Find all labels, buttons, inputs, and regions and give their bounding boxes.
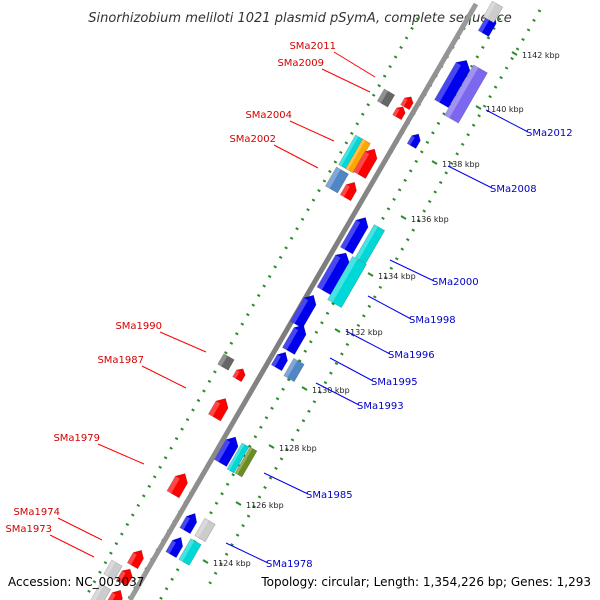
gene-block [340,217,369,255]
callout-line [225,542,269,564]
tick-mark [475,105,482,110]
gene-label-reverse: SMa1998 [409,315,456,326]
tick-mark [367,272,374,277]
callout-line [345,330,391,355]
gene-block [126,549,144,570]
dotted-guide-inner-right [158,17,502,600]
callout-line [389,259,435,282]
tick-mark [268,444,275,449]
dotted-guide-outer-left [82,17,420,600]
gene-block [270,351,288,372]
gene-label-reverse: SMa1985 [306,490,353,501]
gene-block [165,536,184,559]
gene-label-forward: SMa1979 [53,433,100,444]
callout-line [263,472,309,495]
gene-block [226,442,250,474]
callout-line [273,144,319,169]
callout-line [367,295,412,320]
gene-label-forward: SMa1974 [13,507,60,518]
gene-block [434,60,471,109]
gene-label-reverse: SMa2008 [490,184,537,195]
gene-block [482,0,504,24]
gene-label-reverse: SMa2000 [432,277,479,288]
gene-blocks [88,0,504,600]
gene-labels: SMa2011 SMa2009 SMa2004 SMa2002 SMa1990 SMa19… [5,41,572,570]
gene-label-forward: SMa2002 [229,134,276,145]
gene-label-forward: SMa1990 [115,321,162,332]
gene-label-reverse: SMa1995 [371,377,418,388]
gene-block [103,559,123,581]
gene-block [345,138,371,174]
callout-line [141,365,187,389]
gene-block [217,353,235,371]
tick-label: 1132 kbp [345,328,383,337]
gene-block [406,133,421,149]
gene-block [327,255,367,309]
gene-block [282,324,307,355]
tick-mark [334,328,341,333]
gene-label-forward: SMa1987 [97,355,144,366]
callout-line [333,51,376,78]
tick-mark [301,386,308,391]
gene-block [234,446,258,478]
dotted-guide-outer-right [204,9,542,591]
tick-mark [235,501,242,506]
gene-block [214,436,239,467]
gene-block [376,88,396,108]
gene-block [353,148,378,179]
callout-line [447,165,493,189]
callout-line [315,382,360,406]
callout-line [97,443,145,465]
tick-label: 1140 kbp [486,105,524,114]
tick-mark [400,215,407,220]
tick-label: 1124 kbp [213,559,251,568]
gene-block [325,166,349,194]
gene-block [232,368,246,383]
tick-label: 1128 kbp [279,444,317,453]
gene-block [283,357,305,383]
gene-label-forward: SMa2004 [245,110,292,121]
tick-label: 1138 kbp [442,160,480,169]
gene-block [179,512,198,535]
tick-mark [511,51,518,56]
callout-line [57,517,103,541]
gene-block [166,473,188,499]
gene-block [116,568,133,587]
tick-label: 1142 kbp [522,51,560,60]
gene-block [178,538,202,566]
gene-label-forward: SMa2009 [277,58,324,69]
gene-block [339,181,357,202]
callout-line [159,331,207,353]
gene-block [354,224,386,264]
tick-label: 1134 kbp [378,272,416,281]
callout-line [49,534,95,558]
gene-label-forward: SMa1973 [5,524,52,535]
gene-block [88,583,112,600]
gene-label-reverse: SMa1978 [266,559,313,570]
callout-line [289,120,335,142]
callout-line [329,357,374,382]
map-title: Sinorhizobium meliloti 1021 plasmid pSym… [88,11,511,26]
gene-label-reverse: SMa2012 [526,128,573,139]
gene-block [194,517,216,543]
topology-summary: Topology: circular; Length: 1,354,226 bp… [260,575,591,589]
gene-block [208,398,229,422]
tick-mark [431,160,438,165]
callout-line [321,68,371,93]
gene-block [400,96,414,111]
tick-mark [202,559,209,564]
callout-line [485,109,529,133]
gene-label-forward: SMa2011 [289,41,336,52]
gene-label-reverse: SMa1993 [357,401,404,412]
gene-block [444,64,488,124]
tick-label: 1136 kbp [411,215,449,224]
tick-label: 1126 kbp [246,501,284,510]
accession-text: Accession: NC_003037 [8,575,144,589]
gene-block [316,252,350,296]
gene-block [392,106,406,121]
gene-label-reverse: SMa1996 [388,350,435,361]
